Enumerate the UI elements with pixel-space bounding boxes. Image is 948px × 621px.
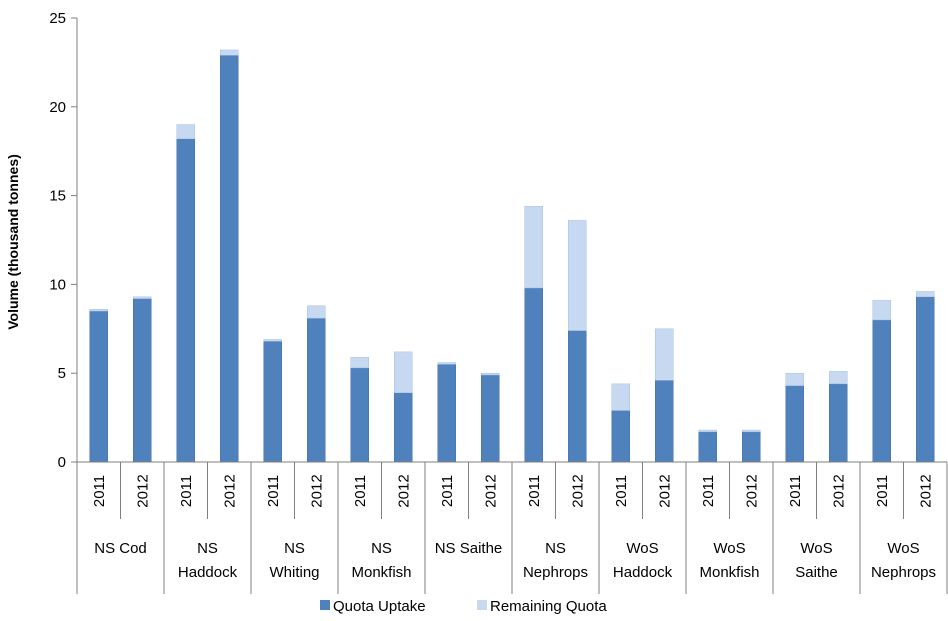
year-label: 2012 [743, 474, 760, 507]
bar-quota-uptake [394, 392, 413, 463]
category-label: Haddock [178, 564, 238, 581]
year-label: 2011 [265, 475, 282, 507]
bar-remaining-quota [742, 429, 761, 433]
bar-quota-uptake [568, 330, 587, 463]
bar-remaining-quota [568, 220, 587, 331]
bar-quota-uptake [872, 319, 891, 463]
legend-label-remaining-quota: Remaining Quota [490, 598, 607, 615]
y-tick-label: 25 [49, 10, 66, 27]
bar-quota-uptake [481, 374, 500, 463]
bar-quota-uptake [829, 383, 848, 463]
bar-quota-uptake [437, 364, 456, 463]
year-label: 2011 [874, 475, 891, 507]
y-tick-label: 0 [58, 454, 66, 471]
bar-quota-uptake [89, 310, 108, 463]
bar-quota-uptake [698, 431, 717, 463]
bars [89, 49, 935, 463]
bar-quota-uptake [655, 380, 674, 463]
category-label: WoS [887, 540, 919, 557]
bar-remaining-quota [481, 372, 500, 376]
category-label: NS Cod [94, 540, 147, 557]
bar-remaining-quota [698, 429, 717, 433]
category-label: NS [545, 540, 566, 557]
legend-label-quota-uptake: Quota Uptake [333, 598, 426, 615]
year-label: 2011 [352, 475, 369, 507]
bar-quota-uptake [524, 287, 543, 463]
bar-remaining-quota [133, 296, 152, 299]
category-label: NS Saithe [435, 540, 503, 557]
bar-remaining-quota [394, 351, 413, 393]
year-label: 2012 [830, 474, 847, 507]
bar-remaining-quota [829, 371, 848, 385]
year-label: 2011 [91, 475, 108, 507]
y-tick-label: 20 [49, 99, 66, 116]
category-label: Nephrops [523, 564, 588, 581]
year-label: 2012 [482, 474, 499, 507]
category-label: NS [371, 540, 392, 557]
year-label: 2012 [569, 474, 586, 507]
category-label: WoS [626, 540, 658, 557]
bar-quota-uptake [220, 55, 239, 463]
year-label: 2012 [308, 474, 325, 507]
y-axis-title: Volume (thousand tonnes) [5, 154, 21, 330]
bar-remaining-quota [655, 328, 674, 381]
y-axis: 0 5 10 15 20 25 [49, 10, 78, 471]
category-label: NS [197, 540, 218, 557]
bar-quota-uptake [742, 431, 761, 463]
year-label: 2011 [439, 475, 456, 507]
category-label: Monkfish [351, 564, 411, 581]
bar-remaining-quota [872, 300, 891, 321]
category-label: WoS [713, 540, 745, 557]
bar-remaining-quota [437, 362, 456, 365]
bar-remaining-quota [611, 383, 630, 411]
bar-remaining-quota [307, 305, 326, 319]
bar-quota-uptake [133, 298, 152, 463]
legend: Quota Uptake Remaining Quota [320, 598, 607, 615]
bar-remaining-quota [176, 124, 195, 140]
y-tick-label: 15 [49, 188, 66, 205]
bar-remaining-quota [263, 339, 282, 342]
bar-quota-uptake [916, 296, 935, 463]
year-label: 2012 [221, 474, 238, 507]
legend-swatch-quota-uptake [320, 600, 330, 610]
y-tick-label: 5 [58, 365, 66, 382]
category-label: Saithe [795, 564, 838, 581]
x-axis: 2011 2012 2011 2012 2011 2012 2011 2012 2011 2012… [76, 461, 948, 594]
category-label: Monkfish [699, 564, 759, 581]
bar-quota-uptake [611, 410, 630, 463]
category-label: Haddock [613, 564, 673, 581]
category-label: WoS [800, 540, 832, 557]
year-label: 2011 [700, 475, 717, 507]
bar-quota-uptake [350, 367, 369, 463]
year-label: 2012 [656, 474, 673, 507]
bar-remaining-quota [916, 291, 935, 298]
year-label: 2011 [787, 475, 804, 507]
year-label: 2012 [134, 474, 151, 507]
year-label: 2012 [395, 474, 412, 507]
bar-remaining-quota [524, 206, 543, 289]
bar-remaining-quota [785, 372, 804, 386]
bar-remaining-quota [350, 356, 369, 369]
bar-remaining-quota [220, 49, 239, 56]
year-label: 2012 [917, 474, 934, 507]
year-label: 2011 [613, 475, 630, 507]
category-label: NS [284, 540, 305, 557]
bar-quota-uptake [263, 340, 282, 463]
bar-remaining-quota [89, 309, 108, 312]
category-label: Nephrops [871, 564, 936, 581]
bar-quota-uptake [785, 385, 804, 463]
year-label: 2011 [526, 475, 543, 507]
bar-quota-uptake [176, 138, 195, 463]
bar-quota-uptake [307, 317, 326, 463]
y-tick-label: 10 [49, 276, 66, 293]
category-label: Whiting [269, 564, 319, 581]
legend-swatch-remaining-quota [477, 600, 487, 610]
year-label: 2011 [178, 475, 195, 507]
